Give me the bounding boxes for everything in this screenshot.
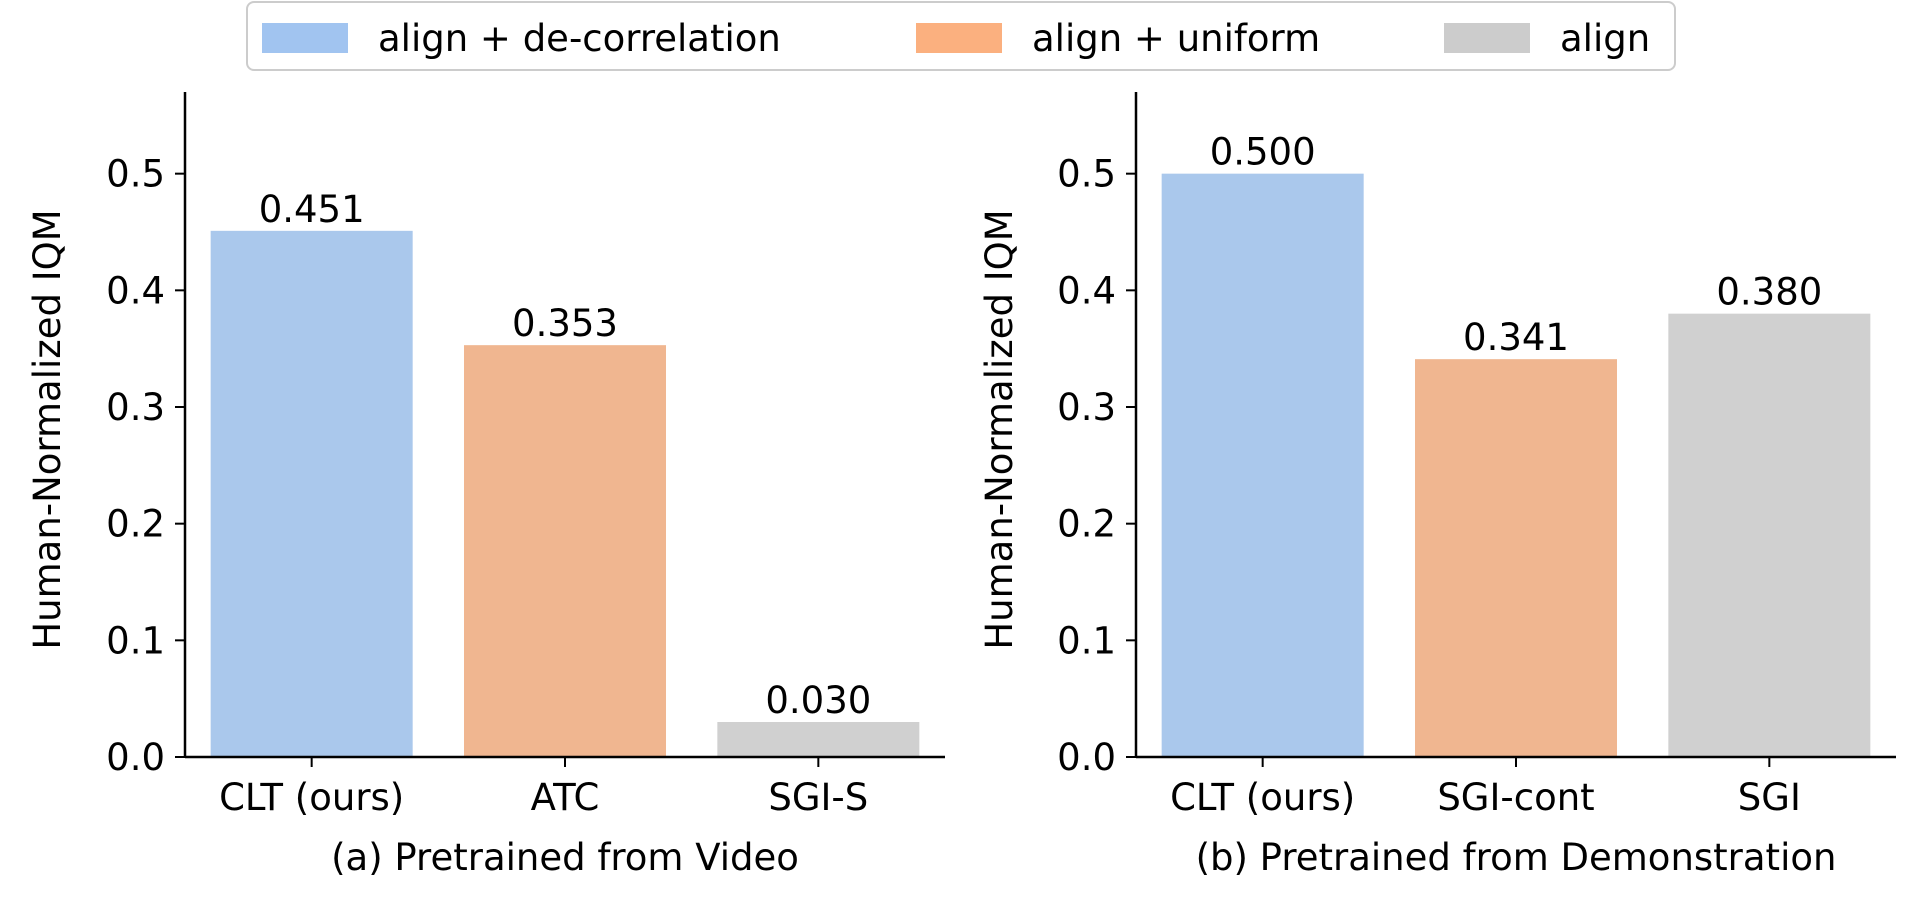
panel-b: 0.0 0.1 0.2 0.3 0.4 0.5 0.500 CLT (ours) 0.341 SG… [978, 92, 1896, 879]
bar [717, 722, 920, 757]
x-tick-label: SGI [1738, 776, 1801, 819]
x-tick-label: CLT (ours) [1170, 776, 1355, 819]
y-tick-label: 0.2 [1057, 503, 1116, 546]
legend-item-align-uniform: align + uniform [916, 3, 1320, 73]
bar [1161, 173, 1364, 757]
legend: align + de-correlation align + uniform a… [246, 1, 1676, 71]
bar [210, 230, 413, 758]
y-tick-label: 0.1 [1057, 619, 1116, 662]
y-tick-label: 0.1 [106, 619, 165, 662]
bar-value-label: 0.030 [765, 679, 871, 722]
y-axis-label: Human-Normalized IQM [978, 209, 1021, 649]
y-tick-label: 0.0 [106, 736, 165, 779]
y-tick-label: 0.4 [106, 269, 165, 312]
y-axis-label: Human-Normalized IQM [26, 209, 69, 649]
bar-value-label: 0.451 [259, 188, 365, 231]
bar [1668, 313, 1871, 757]
x-tick-label: CLT (ours) [219, 776, 404, 819]
legend-label: align + de-correlation [378, 16, 781, 60]
x-tick-label: SGI-S [768, 776, 868, 819]
legend-swatch [1444, 23, 1530, 53]
y-tick-label: 0.3 [106, 386, 165, 429]
y-tick-label: 0.0 [1057, 736, 1116, 779]
y-tick-label: 0.3 [1057, 386, 1116, 429]
bar-value-label: 0.341 [1463, 316, 1569, 359]
bar-value-label: 0.500 [1210, 131, 1316, 174]
legend-label: align [1560, 16, 1651, 60]
legend-label: align + uniform [1032, 16, 1321, 60]
y-tick-label: 0.4 [1057, 269, 1116, 312]
x-tick-label: SGI-cont [1437, 776, 1594, 819]
bar-value-label: 0.380 [1716, 271, 1822, 314]
legend-item-align: align [1444, 3, 1650, 73]
y-tick-label: 0.2 [106, 503, 165, 546]
x-tick-label: ATC [531, 776, 600, 819]
bar [1415, 359, 1617, 757]
legend-item-align-decorrelation: align + de-correlation [262, 3, 781, 73]
y-tick-label: 0.5 [106, 153, 165, 196]
legend-swatch [262, 23, 348, 53]
y-tick-label: 0.5 [1057, 153, 1116, 196]
legend-swatch [916, 23, 1002, 53]
x-axis-label: (a) Pretrained from Video [331, 836, 799, 879]
bar-value-label: 0.353 [512, 302, 618, 345]
bar [464, 345, 666, 757]
panel-a: 0.0 0.1 0.2 0.3 0.4 0.5 0.451 CLT (ours) 0.353 AT… [26, 92, 945, 879]
x-axis-label: (b) Pretrained from Demonstration [1196, 836, 1837, 879]
